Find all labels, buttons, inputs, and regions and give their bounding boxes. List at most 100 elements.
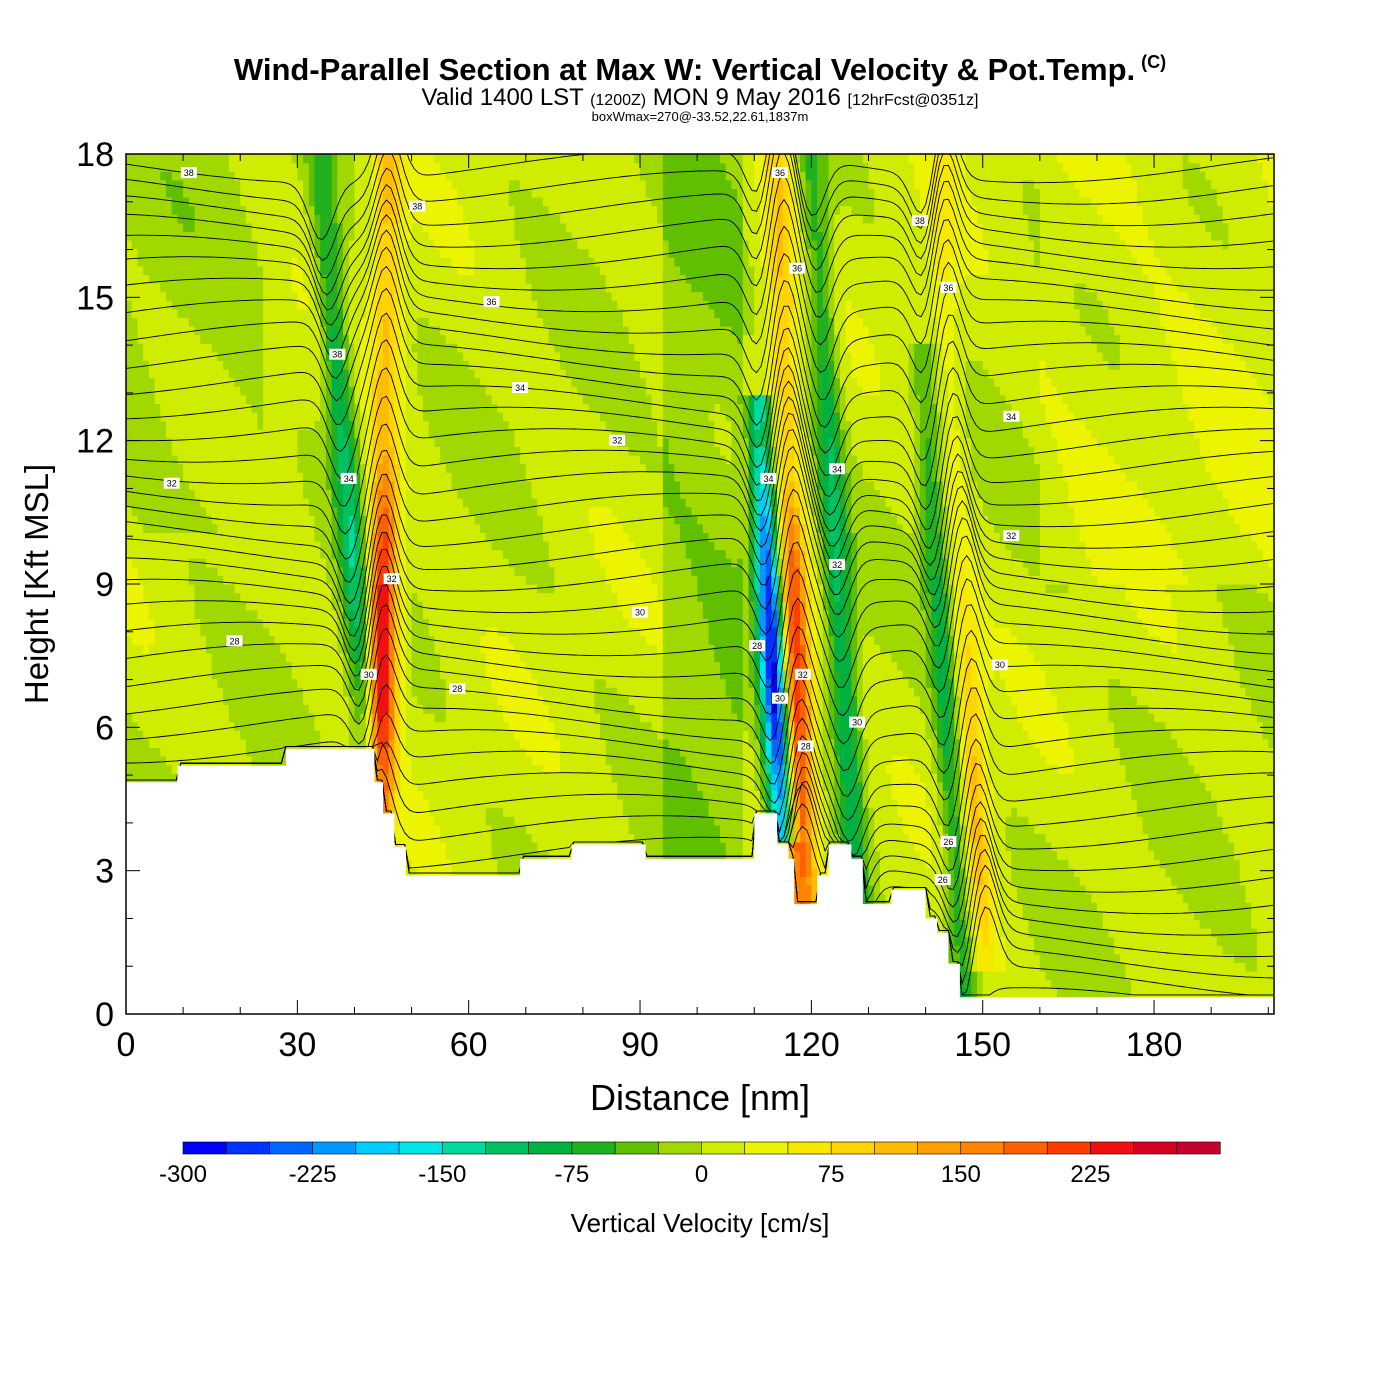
velocity-cell bbox=[308, 592, 316, 602]
velocity-cell bbox=[165, 274, 173, 284]
velocity-cell bbox=[377, 695, 384, 705]
velocity-cell bbox=[274, 265, 281, 275]
velocity-cell bbox=[205, 162, 213, 172]
velocity-cell bbox=[394, 635, 401, 645]
velocity-cell bbox=[131, 670, 139, 680]
velocity-cell bbox=[257, 463, 264, 473]
velocity-cell bbox=[303, 472, 310, 482]
velocity-cell bbox=[160, 437, 167, 447]
velocity-cell bbox=[211, 601, 218, 611]
velocity-cell bbox=[280, 171, 287, 181]
velocity-cell bbox=[274, 704, 281, 714]
velocity-cell bbox=[400, 773, 407, 783]
velocity-cell bbox=[291, 575, 298, 585]
velocity-cell bbox=[137, 695, 144, 705]
velocity-cell bbox=[360, 154, 367, 155]
velocity-cell bbox=[154, 721, 161, 731]
velocity-cell bbox=[337, 197, 344, 207]
velocity-cell bbox=[234, 248, 241, 258]
velocity-cell bbox=[240, 541, 247, 551]
velocity-cell bbox=[228, 360, 236, 370]
velocity-cell bbox=[394, 523, 401, 533]
velocity-cell bbox=[400, 678, 407, 688]
velocity-cell bbox=[183, 618, 190, 628]
velocity-cell bbox=[183, 205, 190, 215]
velocity-cell bbox=[383, 429, 390, 439]
velocity-cell bbox=[148, 730, 156, 740]
velocity-cell bbox=[371, 541, 378, 551]
velocity-cell bbox=[354, 661, 361, 671]
velocity-cell bbox=[177, 240, 184, 250]
velocity-cell bbox=[394, 412, 401, 422]
velocity-cell bbox=[280, 351, 287, 361]
velocity-cell bbox=[205, 566, 213, 576]
velocity-cell bbox=[354, 704, 361, 714]
velocity-cell bbox=[228, 386, 236, 396]
velocity-cell bbox=[377, 498, 384, 508]
velocity-cell bbox=[183, 652, 190, 662]
velocity-cell bbox=[245, 592, 253, 602]
velocity-cell bbox=[171, 188, 178, 198]
velocity-cell bbox=[171, 652, 178, 662]
velocity-cell bbox=[297, 704, 304, 714]
velocity-cell bbox=[205, 412, 213, 422]
velocity-cell bbox=[291, 222, 298, 232]
velocity-cell bbox=[291, 420, 298, 430]
velocity-cell bbox=[388, 283, 396, 293]
velocity-cell bbox=[308, 644, 316, 654]
velocity-cell bbox=[365, 308, 373, 318]
velocity-cell bbox=[217, 394, 224, 404]
velocity-cell bbox=[223, 154, 230, 164]
velocity-cell bbox=[200, 678, 207, 688]
velocity-cell bbox=[251, 360, 258, 370]
velocity-cell bbox=[280, 532, 287, 542]
velocity-cell bbox=[165, 377, 173, 387]
velocity-cell bbox=[251, 446, 258, 456]
velocity-cell bbox=[308, 283, 316, 293]
velocity-cell bbox=[308, 678, 316, 688]
velocity-cell bbox=[360, 360, 367, 370]
velocity-cell bbox=[383, 369, 390, 379]
velocity-cell bbox=[257, 472, 264, 482]
velocity-cell bbox=[165, 678, 173, 688]
velocity-cell bbox=[234, 609, 241, 619]
velocity-cell bbox=[388, 549, 396, 559]
velocity-cell bbox=[400, 661, 407, 671]
velocity-cell bbox=[188, 386, 196, 396]
velocity-cell bbox=[126, 429, 133, 439]
velocity-cell bbox=[365, 661, 373, 671]
velocity-cell bbox=[240, 661, 247, 671]
velocity-cell bbox=[320, 291, 327, 301]
velocity-cell bbox=[274, 429, 281, 439]
velocity-cell bbox=[320, 154, 327, 164]
velocity-cell bbox=[177, 609, 184, 619]
velocity-cell bbox=[348, 291, 356, 301]
velocity-cell bbox=[154, 489, 161, 499]
velocity-cell bbox=[325, 721, 333, 731]
velocity-cell bbox=[274, 670, 281, 680]
velocity-cell bbox=[148, 463, 156, 473]
velocity-cell bbox=[400, 188, 407, 198]
velocity-cell bbox=[365, 412, 373, 422]
velocity-cell bbox=[383, 214, 390, 224]
velocity-cell bbox=[297, 609, 304, 619]
velocity-cell bbox=[268, 343, 276, 353]
velocity-cell bbox=[234, 549, 241, 559]
velocity-cell bbox=[131, 377, 139, 387]
velocity-cell bbox=[223, 420, 230, 430]
velocity-cell bbox=[383, 807, 390, 817]
velocity-cell bbox=[171, 532, 178, 542]
velocity-cell bbox=[234, 437, 241, 447]
velocity-cell bbox=[388, 618, 396, 628]
velocity-cell bbox=[331, 412, 338, 422]
velocity-cell bbox=[171, 274, 178, 284]
velocity-cell bbox=[137, 240, 144, 250]
velocity-cell bbox=[257, 541, 264, 551]
velocity-cell bbox=[171, 257, 178, 267]
velocity-cell bbox=[371, 652, 378, 662]
velocity-cell bbox=[308, 231, 316, 241]
velocity-cell bbox=[200, 317, 207, 327]
velocity-cell bbox=[343, 670, 350, 680]
velocity-cell bbox=[394, 790, 401, 800]
velocity-cell bbox=[183, 222, 190, 232]
